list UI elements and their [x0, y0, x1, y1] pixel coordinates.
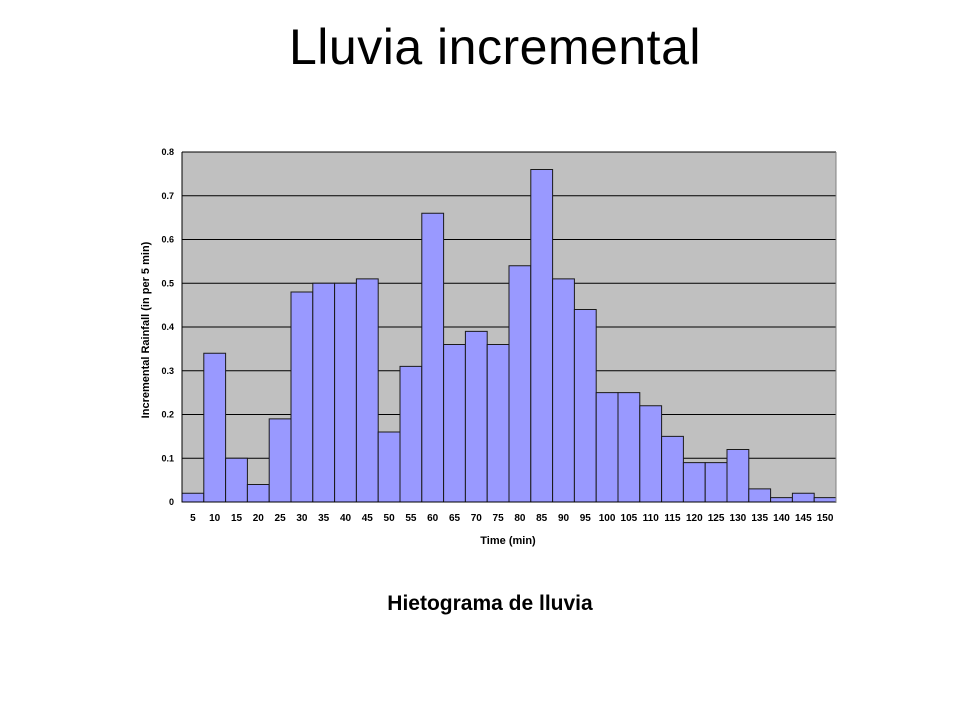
- bar-80: [508, 265, 532, 503]
- x-tick-label: 55: [405, 513, 417, 524]
- bar-70: [464, 330, 488, 503]
- bar-30: [290, 291, 314, 503]
- y-tick-label: 0.3: [161, 366, 174, 376]
- bar-110: [639, 405, 663, 503]
- bar-40: [334, 282, 357, 503]
- bar-135: [748, 488, 772, 503]
- x-tick-label: 125: [708, 513, 725, 524]
- bar-95: [573, 309, 597, 503]
- x-tick-label: 150: [817, 513, 834, 524]
- bar-45: [355, 278, 379, 503]
- bar-35: [312, 282, 336, 503]
- x-tick-label: 130: [730, 513, 747, 524]
- bar-25: [268, 418, 292, 503]
- bar-100: [595, 392, 619, 503]
- x-tick-label: 135: [751, 513, 768, 524]
- x-tick-label: 120: [686, 513, 703, 524]
- x-tick-label: 20: [253, 513, 265, 524]
- bar-20: [246, 484, 270, 503]
- bar-50: [377, 431, 401, 503]
- y-tick-label: 0.6: [161, 235, 174, 245]
- y-tick-label: 0.4: [161, 322, 174, 332]
- x-tick-labels: 5 10 15 20 25 30 35 40 45 50 55 60 65 70 75 80 85 90 95 100…: [190, 513, 834, 524]
- x-tick-label: 15: [231, 513, 243, 524]
- bar-125: [704, 462, 728, 503]
- bar-65: [443, 344, 466, 503]
- x-tick-label: 30: [296, 513, 308, 524]
- bar-130: [726, 449, 750, 503]
- slide-title: Lluvia incremental: [289, 19, 701, 75]
- x-tick-label: 70: [471, 513, 483, 524]
- x-tick-label: 95: [580, 513, 592, 524]
- x-tick-label: 90: [558, 513, 570, 524]
- x-tick-label: 65: [449, 513, 461, 524]
- y-axis-label: Incremental Rainfall (in per 5 min): [140, 241, 152, 418]
- axes: [181, 152, 837, 503]
- bar-5: [181, 492, 205, 503]
- x-tick-label: 115: [664, 513, 681, 524]
- bar-15: [225, 457, 248, 503]
- x-tick-label: 50: [384, 513, 396, 524]
- bar-85: [530, 169, 554, 503]
- x-tick-label: 5: [190, 513, 196, 524]
- bar-60: [421, 212, 445, 503]
- x-tick-label: 10: [209, 513, 221, 524]
- bar-150: [813, 497, 837, 503]
- bar-55: [399, 365, 423, 503]
- bar-145: [791, 492, 815, 503]
- x-tick-label: 105: [621, 513, 638, 524]
- y-tick-label: 0.1: [161, 453, 174, 463]
- x-tick-label: 140: [773, 513, 790, 524]
- x-axis-label: Time (min): [480, 535, 536, 547]
- y-tick-label: 0.2: [161, 410, 174, 420]
- bars: [181, 169, 837, 503]
- bar-120: [682, 462, 706, 503]
- x-tick-label: 45: [362, 513, 374, 524]
- x-tick-label: 35: [318, 513, 330, 524]
- x-tick-label: 110: [643, 513, 660, 524]
- bar-105: [617, 392, 641, 503]
- bar-115: [661, 435, 684, 503]
- x-tick-label: 40: [340, 513, 352, 524]
- y-tick-label: 0.8: [161, 147, 174, 157]
- x-tick-label: 25: [275, 513, 287, 524]
- bar-75: [486, 344, 510, 503]
- bar-140: [770, 497, 793, 503]
- y-tick-label: 0.7: [161, 191, 174, 201]
- bar-10: [203, 352, 227, 503]
- bar-90: [552, 278, 575, 503]
- y-tick-label: 0: [169, 497, 174, 507]
- x-tick-label: 75: [493, 513, 505, 524]
- chart-caption: Hietograma de lluvia: [387, 592, 593, 615]
- y-tick-labels: 0 0.1 0.2 0.3 0.4 0.5 0.6 0.7 0.8: [161, 147, 174, 507]
- x-tick-label: 80: [514, 513, 526, 524]
- x-tick-label: 60: [427, 513, 439, 524]
- x-tick-label: 85: [536, 513, 548, 524]
- x-tick-label: 100: [599, 513, 616, 524]
- x-tick-label: 145: [795, 513, 812, 524]
- y-tick-label: 0.5: [161, 278, 174, 288]
